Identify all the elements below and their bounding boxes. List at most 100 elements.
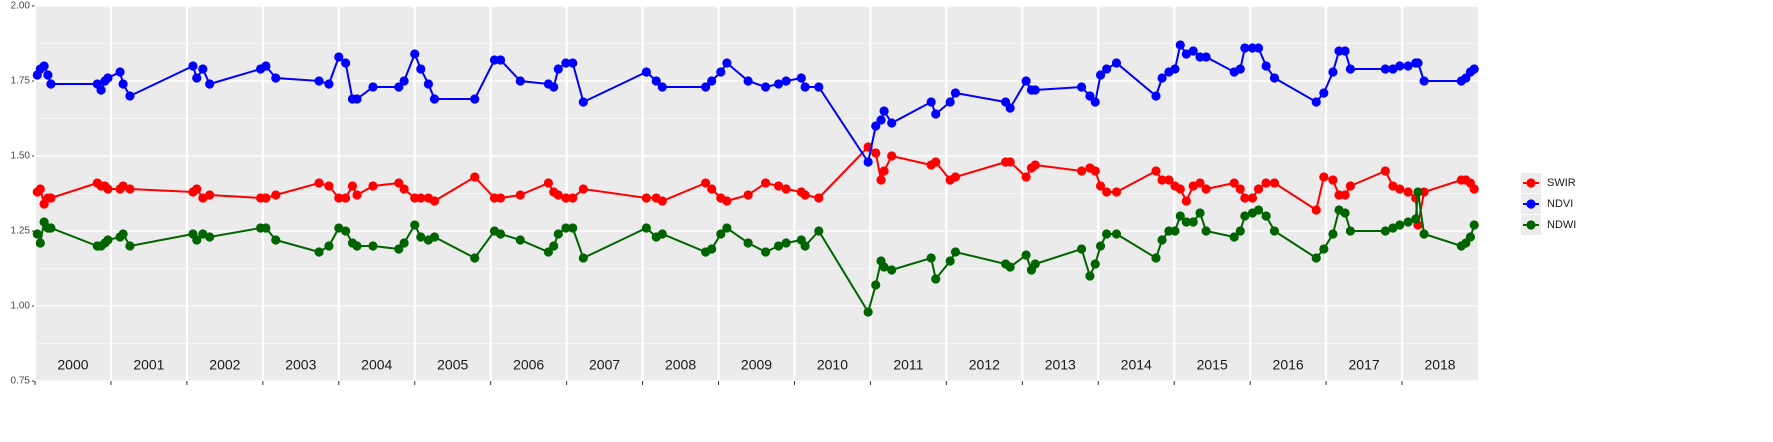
data-point (1328, 229, 1338, 239)
data-point (1095, 181, 1106, 191)
data-point (1328, 67, 1338, 77)
data-point (1253, 43, 1264, 53)
data-point (863, 157, 873, 167)
data-point (1261, 211, 1271, 221)
data-point (743, 190, 753, 200)
data-point (1253, 184, 1264, 194)
data-point (352, 190, 362, 200)
data-point (1157, 175, 1167, 185)
data-point (1021, 76, 1031, 86)
data-point (1111, 58, 1122, 68)
y-tick-label: 1.50 (11, 151, 31, 162)
data-point (399, 238, 409, 248)
data-point (192, 235, 202, 245)
year-label: 2002 (209, 357, 240, 373)
year-label: 2013 (1045, 357, 1076, 373)
data-point (1021, 250, 1031, 260)
data-point (261, 193, 271, 203)
data-point (800, 190, 810, 200)
year-label: 2014 (1121, 357, 1152, 373)
data-point (495, 55, 506, 65)
data-point (1269, 73, 1280, 83)
data-point (1195, 208, 1205, 218)
data-point (1170, 64, 1180, 74)
data-point (887, 265, 897, 275)
data-point (416, 64, 426, 74)
data-point (39, 61, 49, 71)
data-point (115, 67, 125, 77)
data-point (352, 94, 362, 104)
data-point (416, 193, 426, 203)
data-point (1090, 259, 1100, 269)
data-point (716, 67, 726, 77)
data-point (578, 184, 588, 194)
data-point (1229, 178, 1239, 188)
data-point (1030, 160, 1040, 170)
data-point (314, 76, 324, 86)
data-point (871, 280, 881, 290)
data-point (1380, 64, 1390, 74)
data-point (553, 64, 563, 74)
data-point (1175, 184, 1185, 194)
data-point (515, 190, 525, 200)
legend-label: NDWI (1547, 219, 1576, 231)
data-point (125, 91, 135, 101)
data-point (876, 175, 886, 185)
data-point (1005, 262, 1015, 272)
data-point (549, 82, 559, 92)
data-point (568, 58, 578, 68)
data-point (314, 247, 324, 257)
data-point (657, 82, 667, 92)
data-point (1261, 61, 1271, 71)
year-label: 2017 (1349, 357, 1380, 373)
data-point (1345, 226, 1356, 236)
data-point (553, 190, 563, 200)
data-point (32, 229, 42, 239)
year-label: 2000 (57, 357, 88, 373)
data-point (347, 181, 358, 191)
data-point (543, 247, 554, 257)
legend-point (1526, 220, 1536, 230)
year-label: 2001 (133, 357, 164, 373)
data-point (1240, 211, 1250, 221)
data-point (1319, 244, 1329, 254)
data-point (118, 79, 128, 89)
data-point (871, 148, 881, 158)
data-point (1469, 184, 1479, 194)
data-point (46, 223, 56, 233)
year-label: 2005 (437, 357, 468, 373)
data-point (399, 184, 409, 194)
data-point (1269, 178, 1280, 188)
year-label: 2006 (513, 357, 544, 373)
data-point (701, 178, 711, 188)
year-label: 2009 (741, 357, 772, 373)
data-point (192, 73, 202, 83)
data-point (1380, 226, 1390, 236)
data-point (549, 241, 559, 251)
data-point (125, 241, 135, 251)
legend-point (1526, 199, 1536, 209)
data-point (773, 241, 784, 251)
data-point (1090, 166, 1100, 176)
data-point (950, 247, 961, 257)
data-point (543, 178, 554, 188)
data-point (205, 79, 215, 89)
year-label: 2008 (665, 357, 696, 373)
data-point (722, 196, 732, 206)
data-point (1240, 43, 1250, 53)
data-point (1151, 166, 1161, 176)
data-point (1319, 172, 1329, 182)
data-point (261, 61, 271, 71)
data-point (781, 184, 791, 194)
y-tick-label: 1.75 (11, 76, 31, 87)
data-point (470, 94, 480, 104)
data-point (796, 73, 806, 83)
data-point (271, 235, 281, 245)
data-point (103, 184, 113, 194)
data-point (641, 193, 651, 203)
data-point (46, 193, 56, 203)
data-point (261, 223, 271, 233)
year-label: 2018 (1424, 357, 1455, 373)
year-label: 2010 (817, 357, 848, 373)
data-point (578, 253, 588, 263)
